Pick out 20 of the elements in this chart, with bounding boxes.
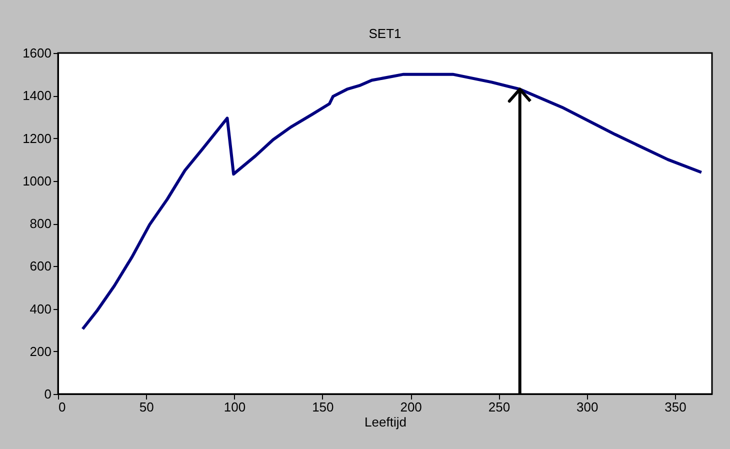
- y-tick-label: 1600: [22, 46, 52, 60]
- y-tick-label: 1200: [22, 130, 52, 146]
- y-tick-label: 0: [44, 386, 52, 402]
- y-tick-label: 800: [30, 216, 52, 231]
- x-tick-label: 0: [58, 400, 66, 414]
- x-tick-label: 250: [488, 400, 510, 414]
- y-tick-label: 1400: [22, 88, 52, 104]
- x-tick-label: 150: [312, 400, 334, 414]
- x-tick-label: 200: [400, 400, 422, 414]
- x-tick-label: 50: [139, 400, 154, 414]
- chart-title: SET1: [368, 26, 402, 41]
- y-tick-label: 1000: [22, 173, 52, 188]
- line-series: [81, 72, 703, 330]
- x-tick-label: 350: [664, 400, 686, 414]
- x-tick-label: 100: [224, 400, 246, 414]
- x-tick-label: 300: [576, 400, 598, 414]
- y-tick-label: 600: [30, 258, 52, 274]
- y-tick-label: 200: [30, 344, 52, 359]
- y-tick-label: 400: [30, 301, 52, 316]
- x-axis-title: Leeftijd: [364, 414, 406, 430]
